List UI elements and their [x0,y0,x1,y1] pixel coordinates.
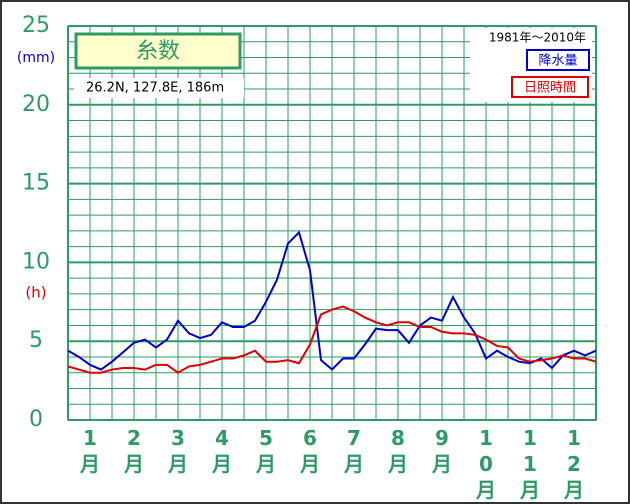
y2-label: (h) [25,284,46,302]
y-tick-label: 15 [22,171,50,196]
x-tick-label: 4月 [212,426,232,476]
legend-label: 降水量 [538,54,577,69]
subtitle: 26.2N, 127.8E, 186m [86,81,224,96]
x-tick-label: 7月 [344,426,364,476]
y-tick-label: 5 [29,328,43,353]
y-label: (mm) [17,50,55,66]
legend-box [511,76,589,98]
x-tick-label: 1月 [80,426,100,476]
x-tick-label: 9月 [432,426,452,476]
lines [67,230,597,374]
x-tick-label: 3月 [168,426,188,476]
period: 1981年～2010年 [489,31,586,45]
x-tick-label: 6月 [300,426,320,476]
chart-title: 糸数 [136,39,180,64]
grid [67,25,597,421]
x-tick-label: 12月 [564,426,584,502]
series-line [67,305,597,374]
x-tick-label: 2月 [124,426,144,476]
y-tick-label: 25 [22,13,50,38]
title-box [74,32,242,70]
legend-label: 日照時間 [524,81,576,96]
y-tick-label: 20 [22,92,50,117]
series-line [67,230,597,371]
x-tick-label: 11月 [520,426,540,502]
x-tick-label: 8月 [388,426,408,476]
y-tick-label: 10 [22,249,50,274]
x-tick-label: 5月 [256,426,276,476]
y-tick-label: 0 [29,407,43,432]
x-tick-label: 10月 [476,426,496,502]
legend-box [526,49,590,71]
subtitle-bg [74,78,244,98]
